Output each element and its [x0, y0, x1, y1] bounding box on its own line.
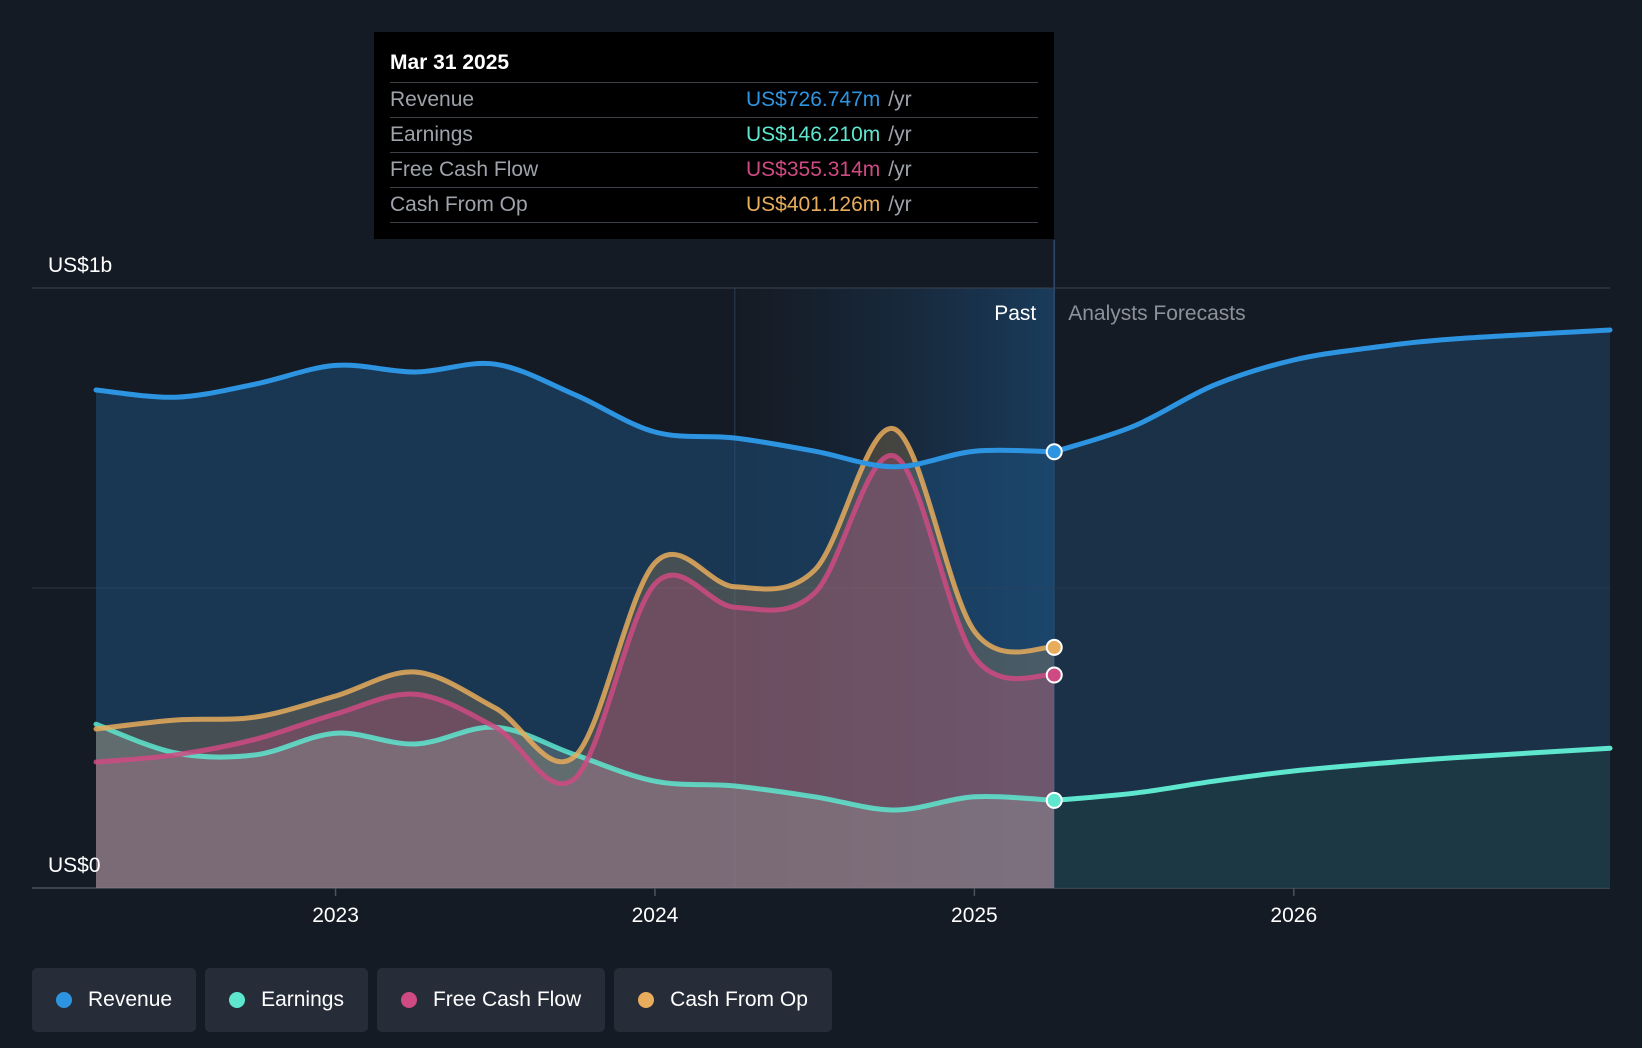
tooltip-value-cash-from-op: US$401.126m/yr	[746, 193, 912, 216]
tooltip-label: Free Cash Flow	[390, 158, 539, 181]
earnings-forecast-line	[1051, 745, 1613, 803]
x-tick-label: 2024	[632, 904, 679, 927]
tooltip-row-cash-from-op: Cash From Op US$401.126m/yr	[390, 188, 1038, 223]
legend: Revenue Earnings Free Cash Flow Cash Fro…	[32, 968, 832, 1032]
tooltip-value-earnings: US$146.210m/yr	[746, 123, 912, 146]
cash-from-op-dot-icon	[638, 992, 655, 1008]
free-cash-flow-dot-icon	[400, 992, 417, 1008]
legend-label: Free Cash Flow	[432, 988, 582, 1011]
tooltip-row-earnings: Earnings US$146.210m/yr	[390, 118, 1038, 153]
revenue-area	[96, 363, 1055, 889]
legend-label: Revenue	[88, 988, 173, 1011]
x-tick-label: 2023	[312, 904, 359, 927]
tooltip-value-free-cash-flow: US$355.314m/yr	[746, 158, 912, 181]
revenue-dot-icon	[56, 992, 72, 1008]
legend-item-free-cash-flow[interactable]: Free Cash Flow	[376, 968, 606, 1032]
earnings-marker-dot	[1045, 791, 1063, 809]
legend-label: Cash From Op	[670, 988, 808, 1011]
tooltip-date: Mar 31 2025	[390, 44, 1038, 83]
free-cash-flow-marker-dot	[1045, 666, 1063, 684]
revenue-forecast-area	[1054, 330, 1610, 888]
tooltip-value-revenue: US$726.747m/yr	[746, 88, 912, 111]
tooltip-label: Cash From Op	[390, 193, 528, 216]
tooltip-row-free-cash-flow: Free Cash Flow US$355.314m/yr	[390, 153, 1038, 188]
y-label-top: US$1b	[48, 254, 112, 277]
earnings-area	[96, 724, 1055, 888]
cash-from-op-area	[96, 428, 1055, 888]
cash-from-op-line	[93, 426, 1057, 765]
legend-item-cash-from-op[interactable]: Cash From Op	[614, 968, 832, 1032]
earnings-dot-icon	[229, 992, 246, 1008]
tooltip-row-revenue: Revenue US$726.747m/yr	[390, 83, 1038, 118]
revenue-marker-dot	[1045, 443, 1063, 461]
free-cash-flow-line	[93, 453, 1057, 787]
legend-item-earnings[interactable]: Earnings	[205, 968, 368, 1032]
tooltip-label: Earnings	[390, 123, 473, 146]
earnings-forecast-area	[1054, 748, 1610, 888]
y-label-bottom: US$0	[48, 854, 101, 877]
revenue-forecast-line	[1051, 327, 1613, 455]
free-cash-flow-area	[96, 455, 1055, 888]
x-tick-label: 2025	[951, 904, 998, 927]
past-label: Past	[994, 302, 1036, 325]
legend-item-revenue[interactable]: Revenue	[32, 968, 197, 1032]
tooltip-label: Revenue	[390, 88, 475, 111]
revenue-line	[93, 360, 1057, 470]
forecast-label: Analysts Forecasts	[1068, 302, 1245, 325]
legend-label: Earnings	[261, 988, 344, 1011]
tooltip-panel: Mar 31 2025 Revenue US$726.747m/yr Earni…	[374, 32, 1054, 239]
cash-from-op-marker-dot	[1045, 638, 1063, 656]
x-tick-label: 2026	[1270, 904, 1317, 927]
